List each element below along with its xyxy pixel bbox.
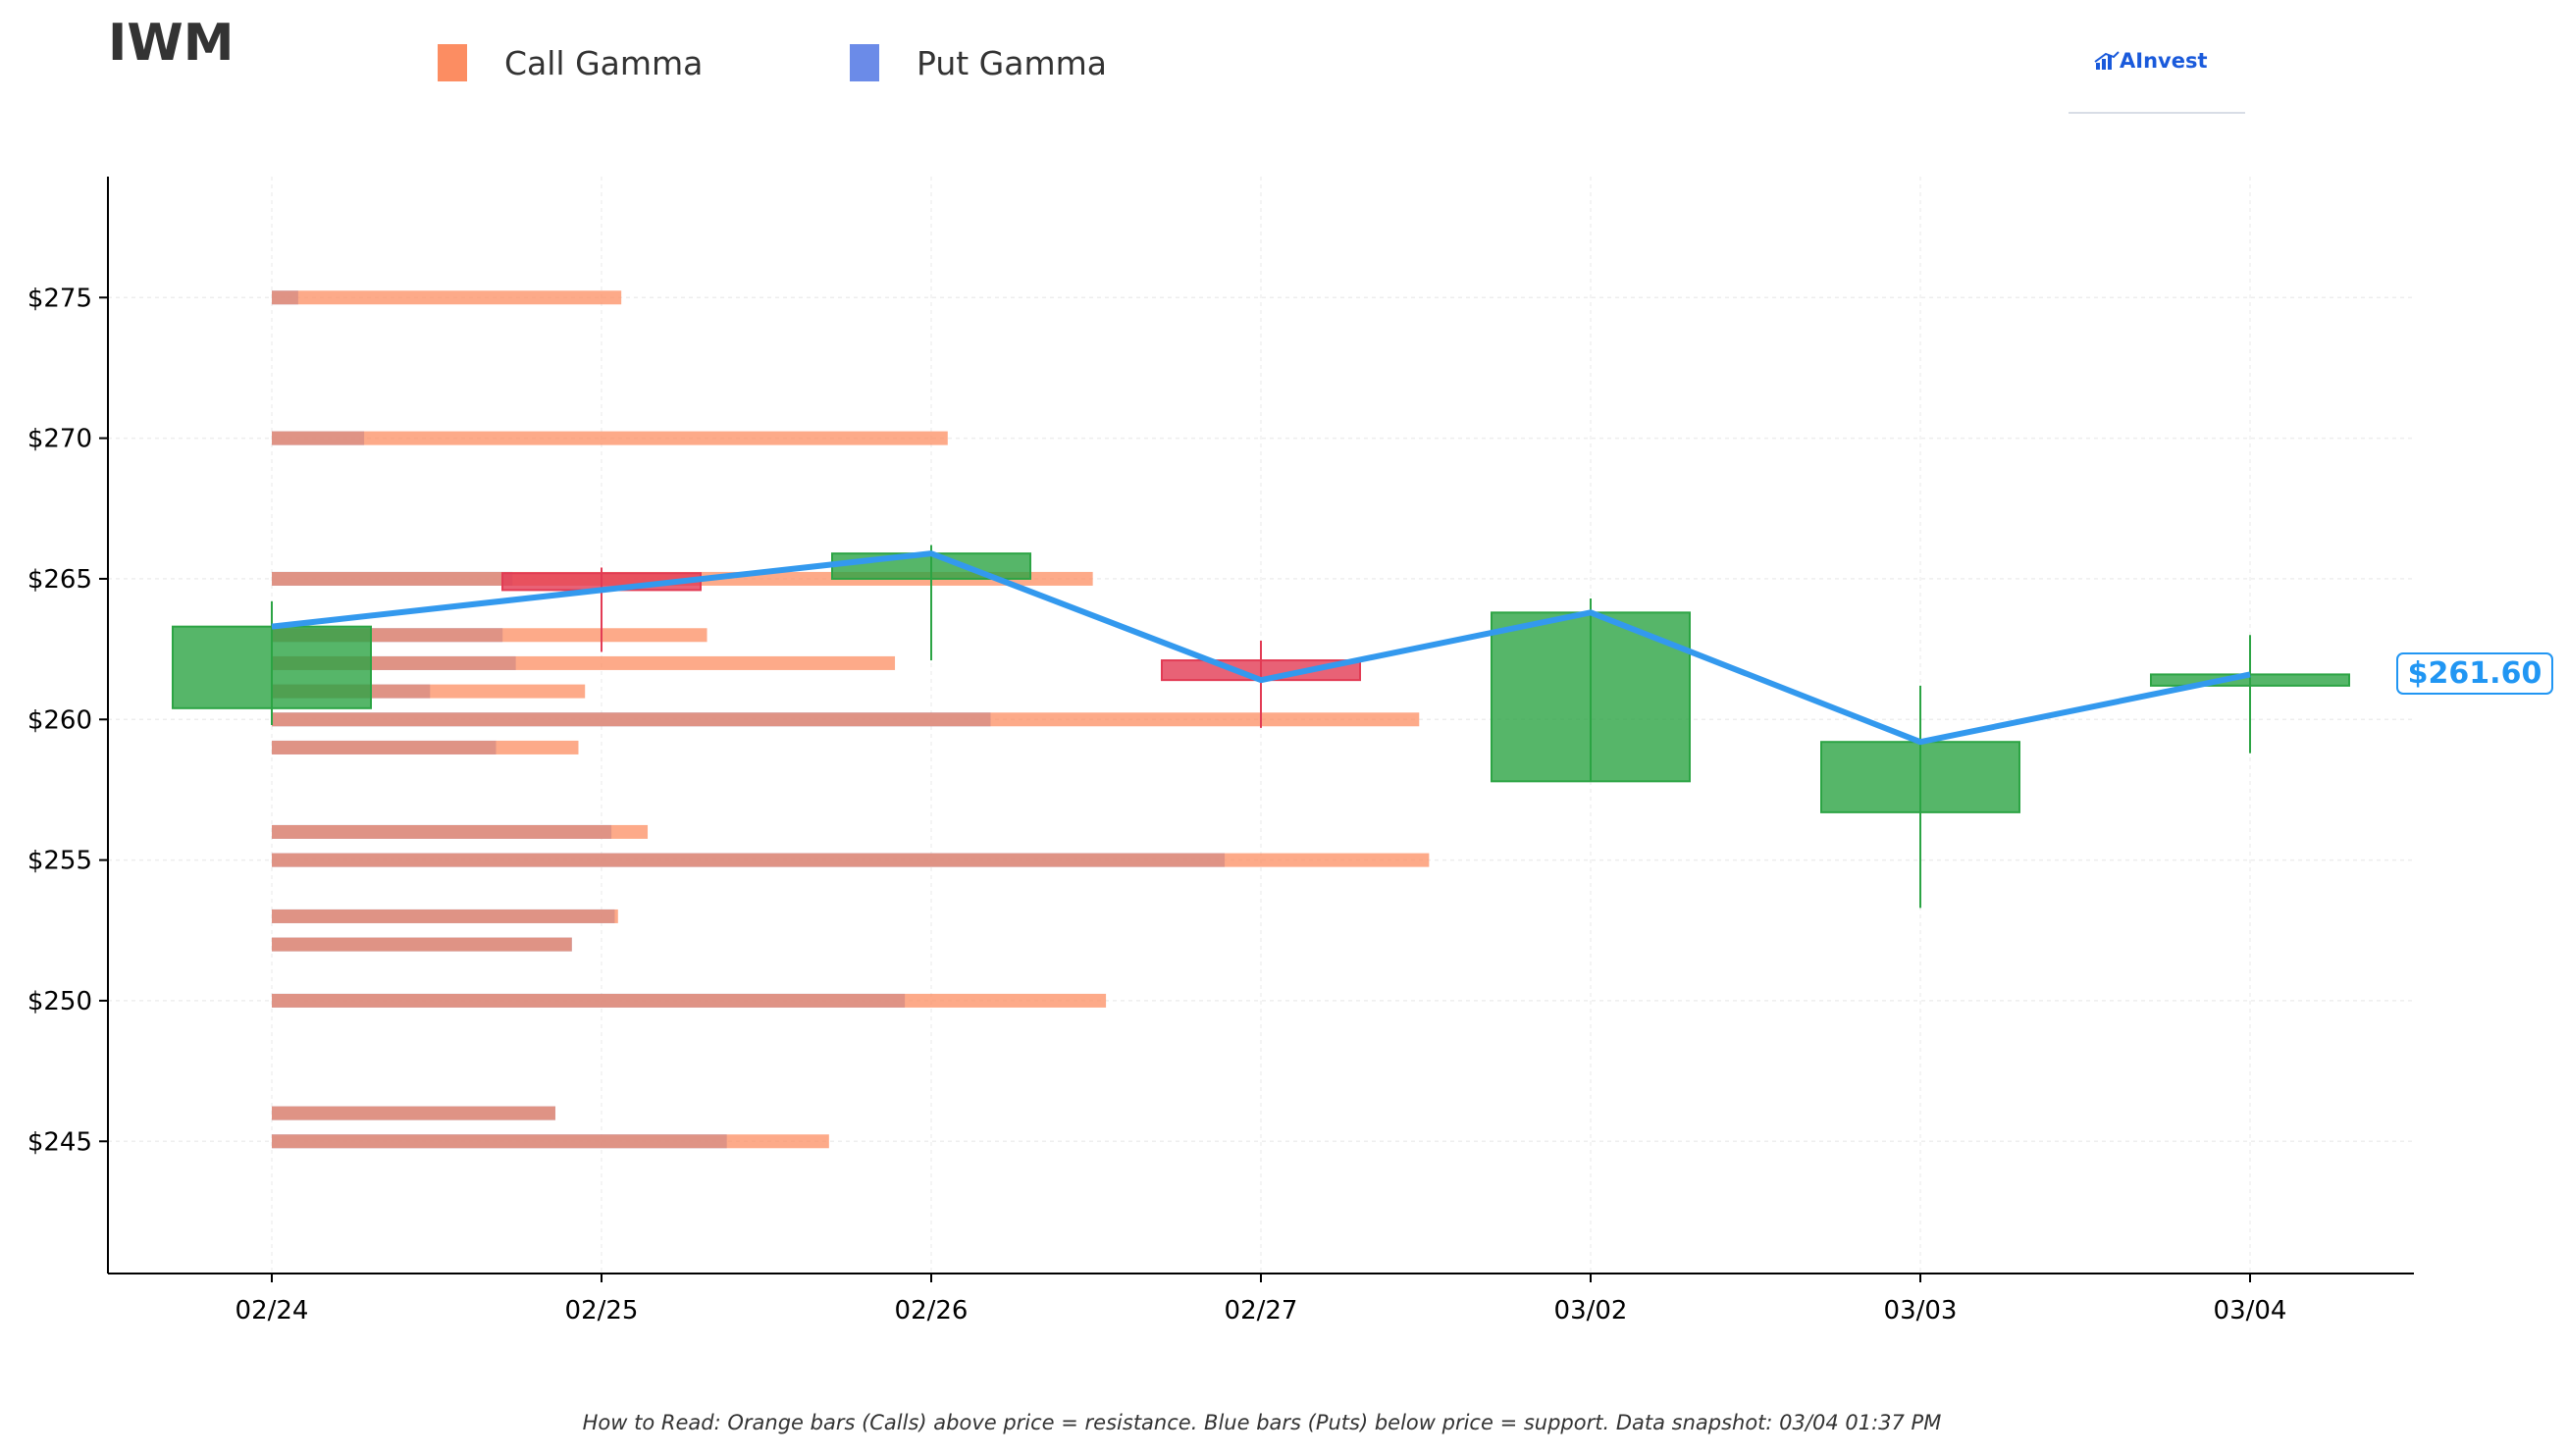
y-tick-label: $270 bbox=[27, 425, 92, 454]
y-tick-label: $265 bbox=[27, 565, 92, 595]
y-tick-label: $245 bbox=[27, 1127, 92, 1157]
y-tick-label: $255 bbox=[27, 847, 92, 876]
y-tick-label: $260 bbox=[27, 705, 92, 735]
x-tick-label: 03/04 bbox=[2214, 1296, 2287, 1326]
ticker-title: IWM bbox=[108, 14, 235, 73]
call-gamma-bars bbox=[272, 290, 1430, 1149]
current-price-tag: $261.60 bbox=[2396, 652, 2553, 695]
call-gamma-bar bbox=[272, 853, 1430, 867]
ainvest-logo: AInvest bbox=[2094, 49, 2208, 73]
call-gamma-bar bbox=[272, 1106, 555, 1120]
call-gamma-bar bbox=[272, 628, 707, 643]
call-gamma-label: Call Gamma bbox=[504, 43, 704, 82]
footnote: How to Read: Orange bars (Calls) above p… bbox=[582, 1411, 1942, 1434]
call-gamma-bar bbox=[272, 1134, 829, 1149]
grid-lines bbox=[108, 177, 2414, 1274]
call-gamma-bar bbox=[272, 655, 896, 670]
logo-text: AInvest bbox=[2120, 49, 2208, 73]
call-gamma-bar bbox=[272, 740, 579, 754]
call-gamma-bar bbox=[272, 937, 572, 952]
put-gamma-swatch bbox=[850, 44, 879, 81]
y-tick-label: $250 bbox=[27, 987, 92, 1016]
axes: $245 $250 $255 $260 $265 $270 $275 02/24 02/25 02… bbox=[27, 177, 2414, 1326]
x-tick-label: 03/02 bbox=[1554, 1296, 1628, 1326]
legend-put-gamma: Put Gamma bbox=[850, 35, 1107, 90]
logo-divider bbox=[2069, 112, 2245, 114]
x-tick-label: 02/26 bbox=[895, 1296, 969, 1326]
candle-body bbox=[831, 552, 1031, 580]
call-gamma-swatch bbox=[438, 44, 467, 81]
chart-bars-icon bbox=[2094, 51, 2120, 70]
call-gamma-bar bbox=[272, 431, 948, 445]
x-tick-label: 03/03 bbox=[1884, 1296, 1958, 1326]
call-gamma-bar bbox=[272, 290, 622, 305]
price-line bbox=[271, 550, 2251, 746]
call-gamma-bar bbox=[272, 909, 618, 923]
legend-call-gamma: Call Gamma bbox=[438, 35, 703, 90]
candle-body bbox=[172, 625, 372, 709]
y-tick-label: $275 bbox=[27, 284, 92, 313]
close-price-line bbox=[271, 550, 2251, 746]
call-gamma-bar bbox=[272, 712, 1420, 727]
put-gamma-label: Put Gamma bbox=[917, 43, 1107, 82]
x-tick-label: 02/27 bbox=[1225, 1296, 1298, 1326]
x-tick-label: 02/24 bbox=[236, 1296, 309, 1326]
call-gamma-bar bbox=[272, 993, 1107, 1008]
candle-body bbox=[1820, 741, 2020, 813]
x-tick-label: 02/25 bbox=[565, 1296, 639, 1326]
call-gamma-bar bbox=[272, 824, 649, 839]
